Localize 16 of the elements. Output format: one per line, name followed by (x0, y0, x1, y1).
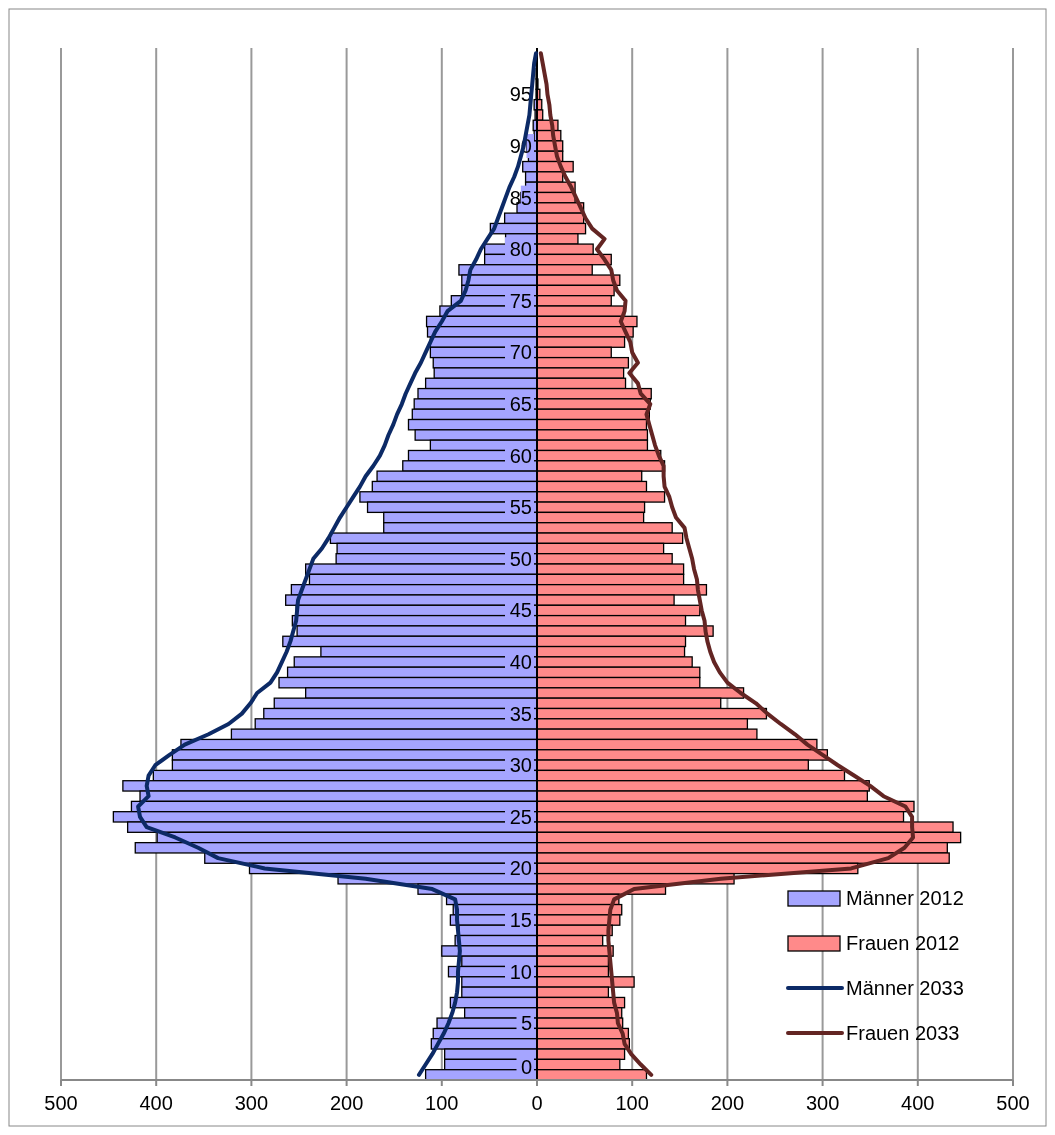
x-tick-label: 500 (44, 1092, 78, 1114)
legend-label: Frauen 2033 (846, 1022, 960, 1044)
legend-label: Männer 2012 (846, 887, 964, 909)
y-tick-label: 0 (520, 1056, 532, 1078)
x-tick-label: 500 (996, 1092, 1030, 1114)
x-tick-label: 400 (139, 1092, 173, 1114)
legend-label: Frauen 2012 (846, 932, 960, 954)
x-tick-label: 300 (805, 1092, 840, 1114)
x-tick-label: 200 (329, 1092, 364, 1114)
legend-label: Männer 2033 (846, 977, 964, 999)
x-tick-label: 100 (615, 1092, 649, 1114)
x-tick-label: 400 (901, 1092, 935, 1114)
x-tick-label: 200 (710, 1092, 745, 1114)
x-tick-label: 100 (425, 1092, 459, 1114)
y-tick-label: 5 (520, 1012, 532, 1035)
x-tick-label: 300 (234, 1092, 269, 1114)
